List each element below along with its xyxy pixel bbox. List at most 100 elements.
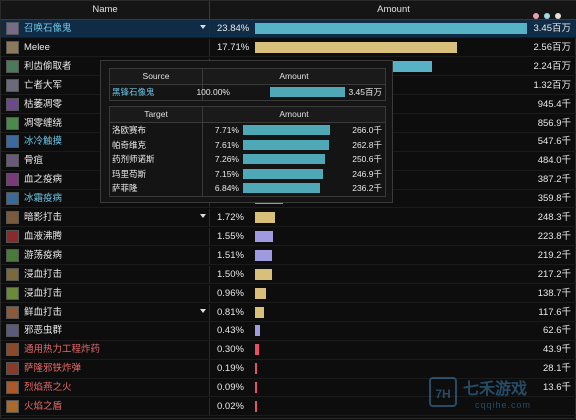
- ability-percent: 0.02%: [217, 401, 244, 412]
- watermark: 7H 七禾游戏 cqqihe.com: [427, 373, 576, 420]
- target-amount: 246.9千: [352, 168, 382, 179]
- ability-amount: 1.32百万: [533, 79, 572, 91]
- source-name: 黑锋石像鬼: [112, 87, 155, 97]
- bone-icon: [6, 154, 19, 168]
- ability-bar: [255, 249, 273, 261]
- ability-percent: 1.72%: [217, 212, 244, 223]
- ability-bar: [255, 382, 257, 394]
- ability-name: 凋零缠绕: [24, 117, 63, 129]
- ability-bar: [255, 268, 273, 280]
- ability-amount: 359.8千: [537, 193, 571, 205]
- ability-amount: 43.9千: [543, 344, 571, 356]
- ability-amount: 856.9千: [537, 117, 571, 129]
- ability-bar: [255, 306, 265, 318]
- target-row[interactable]: 帕奇维克 7.61% 262.8千: [110, 137, 385, 153]
- source-header-row: Source Amount: [110, 69, 385, 85]
- source-amount-column-header: Amount: [279, 71, 309, 81]
- ability-bar: [255, 287, 266, 299]
- ability-bar: [255, 23, 527, 34]
- ability-name: 浸血打击: [24, 268, 63, 280]
- target-name: 玛里苟斯: [112, 168, 147, 179]
- name-column-header[interactable]: Name: [1, 1, 210, 19]
- target-percent: 6.84%: [214, 183, 239, 194]
- ability-percent: 0.81%: [217, 306, 244, 318]
- ability-amount: 2.24百万: [533, 60, 572, 72]
- table-row[interactable]: Melee 17.71% 2.56百万: [1, 38, 576, 58]
- target-percent: 7.61%: [214, 139, 239, 150]
- target-section: Target Amount 洛欧赛布 7.71% 266.0千 帕奇维克 7.61% 26…: [109, 106, 386, 197]
- source-bar: [270, 87, 345, 97]
- window-dot-1[interactable]: [544, 13, 550, 19]
- target-percent: 7.71%: [214, 125, 239, 135]
- watermark-url: cqqihe.com: [475, 400, 532, 410]
- ability-amount: 28.1千: [543, 363, 571, 375]
- ability-percent: 1.50%: [217, 268, 244, 280]
- explosive-icon: [6, 343, 19, 357]
- ability-name: 萨隆邪铁炸弹: [24, 363, 82, 375]
- table-row[interactable]: 烈焰燕之火 0.09% 13.6千: [1, 379, 576, 398]
- ability-amount: 219.2千: [537, 249, 571, 261]
- plague-icon: [6, 173, 19, 187]
- ability-amount: 547.6千: [537, 136, 571, 148]
- target-amount: 236.2千: [352, 183, 382, 194]
- ability-name: 血之疫病: [24, 174, 63, 186]
- ability-bar: [255, 401, 257, 412]
- amount-column-header[interactable]: Amount: [377, 4, 410, 15]
- table-row[interactable]: 浸血打击 1.50% 217.2千: [1, 265, 576, 285]
- sword-icon: [6, 40, 19, 54]
- wandering-plague-icon: [6, 248, 19, 262]
- table-row[interactable]: 萨隆邪铁炸弹 0.19% 28.1千: [1, 360, 576, 379]
- ability-bar: [255, 41, 458, 53]
- window-dot-2[interactable]: [555, 13, 561, 19]
- source-section: Source Amount 黑锋石像鬼 100.00% 3.45百万: [109, 68, 386, 101]
- table-row[interactable]: 血液沸腾 1.55% 223.8千: [1, 227, 576, 247]
- table-row[interactable]: 鲜血打击 0.81% 117.6千: [1, 303, 576, 322]
- ability-amount: 248.3千: [537, 212, 571, 223]
- ability-percent: 17.71%: [217, 41, 250, 53]
- watermark-title: 七禾游戏: [463, 381, 528, 398]
- ability-name: 召唤石像鬼: [24, 23, 72, 34]
- ability-amount: 484.0千: [537, 155, 571, 167]
- expand-caret-icon[interactable]: [200, 308, 206, 313]
- target-row[interactable]: 玛里苟斯 7.15% 246.9千: [110, 166, 385, 182]
- table-row[interactable]: 火焰之盾 0.02%: [1, 398, 576, 417]
- ability-percent: 0.43%: [217, 325, 244, 337]
- window-controls: [533, 13, 561, 19]
- table-row[interactable]: 浸血打击 0.96% 138.7千: [1, 284, 576, 303]
- blight-icon: [6, 97, 19, 111]
- table-row[interactable]: 通用热力工程炸药 0.30% 43.9千: [1, 341, 576, 360]
- target-bar: [243, 139, 329, 150]
- target-row[interactable]: 洛欧赛布 7.71% 266.0千: [110, 123, 385, 138]
- target-bar: [243, 154, 325, 165]
- ability-name: 邪恶虫群: [24, 325, 63, 337]
- window-dot-0[interactable]: [533, 13, 539, 19]
- table-row[interactable]: 召唤石像鬼 23.84% 3.45百万: [1, 20, 576, 39]
- target-percent: 7.15%: [214, 168, 239, 179]
- source-row[interactable]: 黑锋石像鬼 100.00% 3.45百万: [110, 85, 385, 100]
- expand-caret-icon[interactable]: [200, 214, 206, 218]
- ability-name: 血液沸腾: [24, 230, 63, 242]
- ability-amount: 13.6千: [543, 382, 571, 394]
- table-row[interactable]: 邪恶虫群 0.43% 62.6千: [1, 322, 576, 341]
- watermark-logo-icon: 7H: [429, 377, 457, 407]
- ability-name: 冰霜疫病: [24, 193, 63, 205]
- ability-name: 利齿偷取者: [24, 60, 72, 72]
- table-row[interactable]: 游荡疫病 1.51% 219.2千: [1, 246, 576, 266]
- ability-amount: 2.56百万: [533, 41, 572, 53]
- ability-percent: 0.19%: [217, 363, 244, 375]
- target-amount-column-header: Amount: [279, 109, 309, 119]
- target-row[interactable]: 药剂师诺斯 7.26% 250.6千: [110, 152, 385, 167]
- ability-amount: 945.4千: [537, 98, 571, 110]
- ability-amount: 223.8千: [537, 230, 571, 242]
- table-row[interactable]: 暗影打击 1.72% 248.3千: [1, 209, 576, 228]
- ability-amount: 3.45百万: [533, 23, 572, 34]
- fire-icon: [6, 381, 19, 395]
- ability-percent: 0.09%: [217, 382, 244, 394]
- expand-caret-icon[interactable]: [200, 25, 206, 29]
- ability-amount: 117.6千: [538, 306, 571, 318]
- ghoul-icon: [6, 59, 19, 73]
- target-row[interactable]: 萨菲隆 6.84% 236.2千: [110, 181, 385, 196]
- blood-strike-icon: [6, 267, 19, 281]
- ability-bar: [255, 344, 259, 356]
